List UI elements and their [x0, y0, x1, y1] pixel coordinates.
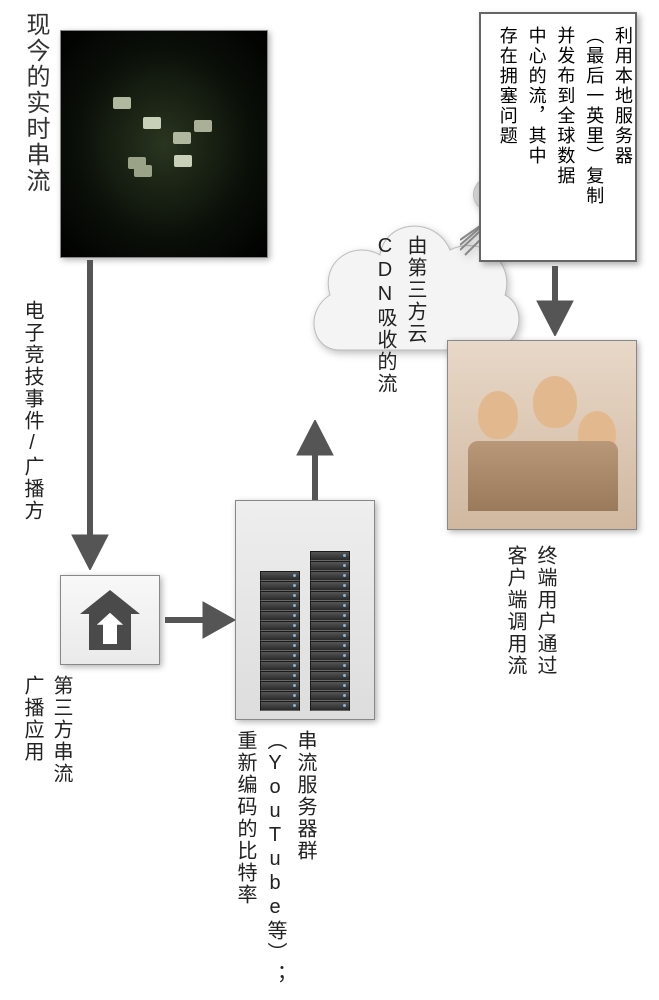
servers-node	[235, 500, 375, 720]
cdn-label: 由第三方云 CDN吸收的流	[370, 235, 430, 395]
enduser-node	[447, 340, 637, 530]
arrow-local-to-enduser	[525, 266, 585, 336]
page-title: 现今的实时串流	[18, 12, 53, 194]
upload-icon	[80, 590, 140, 650]
localserver-node: 利用本地服务器 （最后一英里）复制 并发布到全球数据 中心的流，其中 存在拥塞问…	[479, 12, 637, 262]
arrow-servers-to-cloud	[285, 420, 345, 500]
enduser-label: 终端用户通过 客户端调用流	[500, 545, 560, 677]
esports-label: 电子竞技事件/广播方	[18, 300, 47, 522]
localserver-label: 利用本地服务器 （最后一英里）复制 并发布到全球数据 中心的流，其中 存在拥塞问…	[493, 26, 637, 206]
servers-image	[236, 501, 374, 719]
esports-node	[60, 30, 268, 258]
upload-label: 第三方串流 广播应用	[18, 675, 76, 785]
arrow-upload-to-servers	[165, 590, 235, 650]
arrow-esports-to-upload	[60, 260, 120, 570]
esports-image	[61, 31, 267, 257]
servers-label: 串流服务器群 （YouTube等）； 重新编码的比特率	[230, 730, 320, 986]
upload-node	[60, 575, 160, 665]
enduser-image	[448, 341, 636, 529]
